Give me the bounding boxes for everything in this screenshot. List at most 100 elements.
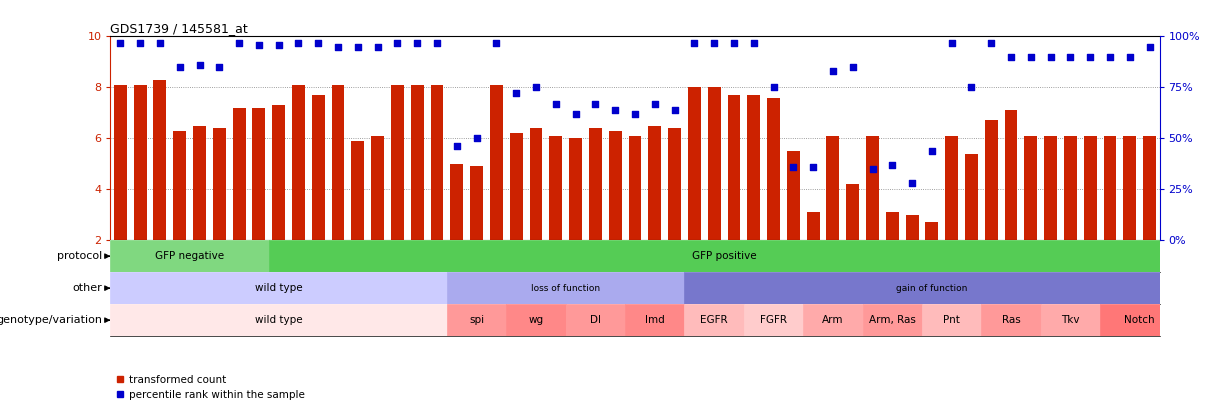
Text: wild type: wild type <box>255 315 303 325</box>
Bar <box>292 85 304 240</box>
Bar <box>110 272 447 304</box>
Bar <box>447 272 685 304</box>
Point <box>1021 53 1040 60</box>
Bar <box>747 95 761 240</box>
Point <box>1101 53 1120 60</box>
Point <box>763 84 783 91</box>
Point <box>507 90 526 97</box>
Bar <box>866 136 879 240</box>
Bar <box>685 272 1179 304</box>
Point <box>329 43 348 50</box>
Text: spi: spi <box>469 315 485 325</box>
Point <box>1120 53 1140 60</box>
Bar <box>507 304 566 336</box>
Point <box>744 39 763 46</box>
Bar <box>470 166 483 240</box>
Bar <box>372 136 384 240</box>
Bar <box>1101 304 1179 336</box>
Bar <box>609 131 622 240</box>
Text: EGFR: EGFR <box>701 315 728 325</box>
Point <box>685 39 704 46</box>
Bar <box>269 240 1179 272</box>
Text: gain of function: gain of function <box>896 284 968 293</box>
Bar <box>153 80 167 240</box>
Text: Arm, Ras: Arm, Ras <box>869 315 915 325</box>
Point <box>882 162 902 168</box>
Bar <box>1144 136 1156 240</box>
Bar <box>744 304 804 336</box>
Bar <box>1124 136 1136 240</box>
Bar <box>447 304 507 336</box>
Point <box>130 39 150 46</box>
Point <box>784 164 804 170</box>
Text: Notch: Notch <box>1124 315 1155 325</box>
Bar <box>569 138 582 240</box>
Point <box>863 166 882 172</box>
Text: protocol: protocol <box>56 251 102 261</box>
Bar <box>628 136 642 240</box>
Point <box>724 39 744 46</box>
Bar <box>1103 136 1117 240</box>
Point <box>169 64 189 70</box>
Bar <box>110 304 447 336</box>
Point <box>447 143 466 150</box>
Point <box>229 39 249 46</box>
Point <box>843 64 863 70</box>
Point <box>388 39 407 46</box>
Point <box>704 39 724 46</box>
Point <box>645 100 665 107</box>
Bar <box>212 128 226 240</box>
Bar <box>509 133 523 240</box>
Bar <box>233 108 245 240</box>
Point <box>1060 53 1080 60</box>
Bar <box>1044 136 1058 240</box>
Bar <box>863 304 921 336</box>
Bar <box>925 222 939 240</box>
Point <box>962 84 982 91</box>
Text: wild type: wild type <box>255 283 303 293</box>
Point <box>150 39 169 46</box>
Bar <box>110 240 269 272</box>
Point <box>288 39 308 46</box>
Text: genotype/variation: genotype/variation <box>0 315 102 325</box>
Point <box>566 111 585 117</box>
Bar <box>945 136 958 240</box>
Point <box>348 43 368 50</box>
Bar <box>331 85 345 240</box>
Point <box>942 39 962 46</box>
Point <box>625 111 644 117</box>
Text: Pnt: Pnt <box>944 315 960 325</box>
Bar <box>193 126 206 240</box>
Text: Ras: Ras <box>1001 315 1021 325</box>
Bar <box>450 164 464 240</box>
Point <box>190 62 210 68</box>
Bar <box>530 128 542 240</box>
Point <box>308 39 328 46</box>
Point <box>982 39 1001 46</box>
Bar <box>708 87 720 240</box>
Bar <box>847 184 859 240</box>
Bar <box>921 304 982 336</box>
Text: Imd: Imd <box>645 315 665 325</box>
Bar <box>1083 136 1097 240</box>
Bar <box>589 128 601 240</box>
Bar <box>312 95 325 240</box>
Bar <box>566 304 625 336</box>
Text: wg: wg <box>529 315 544 325</box>
Bar <box>688 87 701 240</box>
Bar <box>411 85 423 240</box>
Point <box>427 39 447 46</box>
Point <box>487 39 507 46</box>
Bar <box>173 131 187 240</box>
Bar <box>431 85 443 240</box>
Point <box>110 39 130 46</box>
Bar <box>490 85 503 240</box>
Point <box>1140 43 1160 50</box>
Point <box>902 180 921 186</box>
Bar <box>648 126 661 240</box>
Bar <box>351 141 364 240</box>
Point <box>665 107 685 113</box>
Bar <box>134 85 146 240</box>
Point <box>546 100 566 107</box>
Bar <box>625 304 685 336</box>
